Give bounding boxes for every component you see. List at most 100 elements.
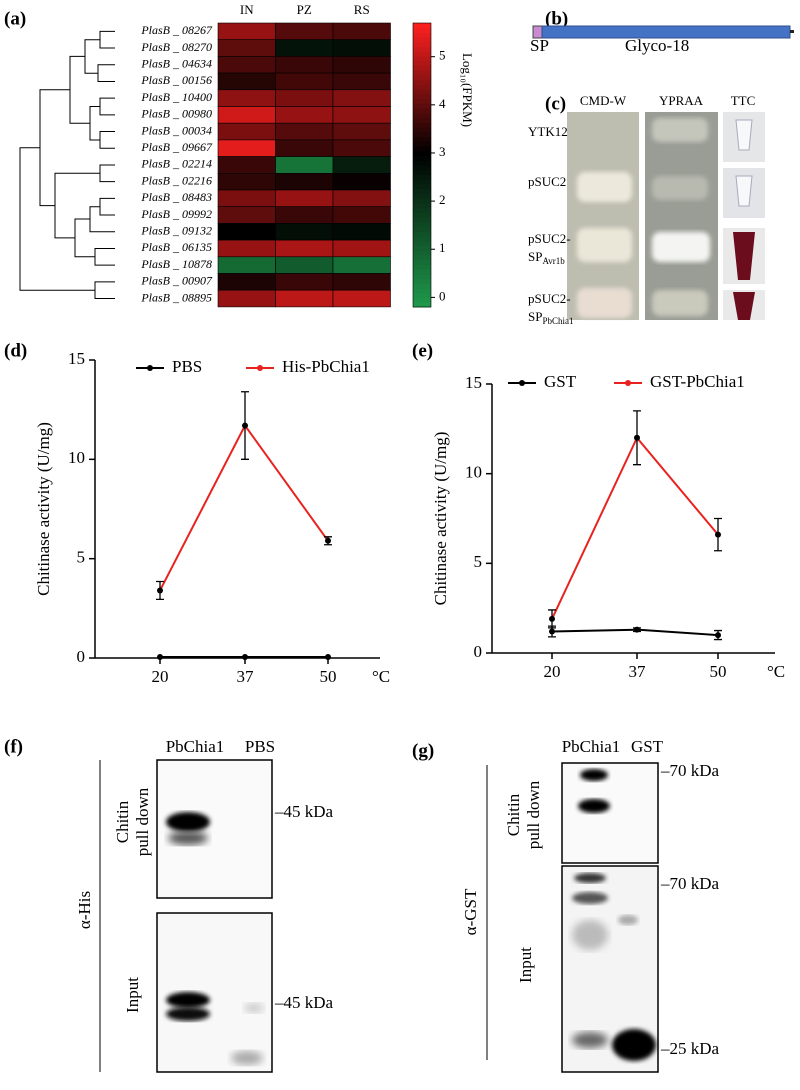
legend-marker — [147, 365, 153, 371]
section-label: Chitin — [504, 793, 523, 836]
x-tick-label: 37 — [237, 667, 255, 686]
legend-marker — [257, 365, 263, 371]
colorbar-label: Log₁₀(FPKM) — [460, 53, 475, 127]
row-label: YTK12 — [528, 124, 568, 139]
section-label: pull down — [524, 780, 543, 849]
x-axis-label: °C — [767, 662, 785, 681]
heat-cell — [217, 289, 276, 308]
heat-cell — [275, 273, 334, 291]
heat-cell — [217, 273, 276, 291]
row-label: pSUC2 — [528, 174, 566, 189]
y-axis-label: Chitinase activity (U/mg) — [431, 432, 450, 606]
panel-label: (a) — [4, 8, 26, 29]
tube — [733, 292, 755, 320]
row-label: PlasB _ 09132 — [140, 224, 212, 238]
colorbar-step — [413, 136, 431, 142]
row-label: PlasB _ 08267 — [140, 23, 213, 37]
lane-label: PbChia1 — [562, 737, 621, 756]
colorbar-step — [413, 236, 431, 242]
heat-cell — [332, 206, 391, 224]
panel-label: (f) — [4, 736, 23, 757]
point — [242, 422, 248, 429]
colorbar-tick-label: 5 — [439, 48, 446, 63]
heat-cell — [217, 72, 276, 91]
y-tick-label: 0 — [474, 642, 483, 661]
heat-cell — [275, 256, 334, 274]
colorbar-step — [413, 103, 431, 109]
heat-cell — [332, 22, 391, 41]
colorbar-step — [413, 193, 431, 199]
heat-cell — [217, 39, 276, 57]
heat-cell — [217, 22, 276, 41]
colorbar-step — [413, 23, 431, 29]
colorbar-step — [413, 89, 431, 95]
heat-cell — [332, 139, 391, 157]
point — [549, 615, 555, 622]
y-axis-label: Chitinase activity (U/mg) — [34, 422, 53, 596]
y-tick-label: 15 — [465, 373, 482, 392]
point — [157, 587, 163, 594]
domain-label: Glyco-18 — [625, 36, 689, 55]
heat-cell — [275, 56, 334, 74]
colorbar-step — [413, 51, 431, 57]
heat-cell — [332, 156, 391, 174]
blot-g — [486, 762, 659, 1073]
colorbar-step — [413, 46, 431, 52]
x-tick-label: 37 — [629, 662, 647, 681]
heat-cell — [332, 189, 391, 208]
band — [618, 915, 638, 925]
heat-cell — [275, 72, 334, 91]
colony — [652, 232, 710, 262]
row-label: PlasB _ 06135 — [140, 240, 212, 254]
colorbar-step — [413, 122, 431, 128]
y-tick-label: 5 — [77, 548, 86, 567]
row-label: PlasB _ 04634 — [140, 57, 212, 71]
heat-cell — [217, 106, 276, 124]
colony — [652, 118, 708, 142]
colorbar-step — [413, 174, 431, 180]
sp-label: SP — [530, 36, 549, 55]
panel-labels: (a) (b) (c) (d) (e) (f) (g) — [4, 8, 568, 761]
colony — [652, 176, 708, 200]
heat-cell — [332, 106, 391, 124]
column-label: PZ — [297, 2, 312, 17]
panel-label: (e) — [412, 340, 433, 361]
band — [166, 992, 210, 1008]
colorbar-step — [413, 79, 431, 86]
column-label: TTC — [731, 93, 756, 108]
legend-label: GST — [544, 372, 577, 391]
row-label: PlasB _ 10878 — [140, 257, 212, 271]
colorbar-step — [413, 32, 431, 38]
colorbar-step — [413, 278, 431, 284]
band — [572, 892, 608, 904]
tube — [733, 232, 755, 280]
colorbar-step — [413, 146, 431, 152]
colorbar-step — [413, 273, 431, 280]
panel-label: (b) — [545, 8, 568, 29]
colorbar-frame — [412, 22, 432, 308]
heat-cell — [275, 223, 334, 241]
colorbar-step — [413, 202, 431, 209]
heat-cell — [275, 89, 334, 107]
heat-cell — [332, 173, 391, 191]
heat-cell — [275, 139, 334, 157]
row-label: PlasB _ 00156 — [140, 73, 212, 87]
colorbar-step — [413, 292, 431, 299]
row-label-part: SP — [528, 309, 542, 324]
heat-cell — [275, 122, 334, 141]
colorbar-step — [413, 264, 431, 270]
section-label: Chitin — [113, 800, 132, 843]
lane-label: PBS — [245, 737, 275, 756]
lane-label: PbChia1 — [166, 737, 225, 756]
plate-photo — [567, 112, 639, 320]
heat-cell — [332, 122, 391, 141]
row-label: PlasB _ 09667 — [140, 140, 213, 154]
y-tick-label: 0 — [77, 647, 86, 666]
y-tick-label: 10 — [465, 463, 482, 482]
legend-marker — [625, 380, 631, 386]
column-label: IN — [240, 2, 254, 17]
x-tick-label: 50 — [320, 667, 337, 686]
marker-label: –45 kDa — [274, 802, 334, 821]
heat-cell — [332, 223, 391, 241]
